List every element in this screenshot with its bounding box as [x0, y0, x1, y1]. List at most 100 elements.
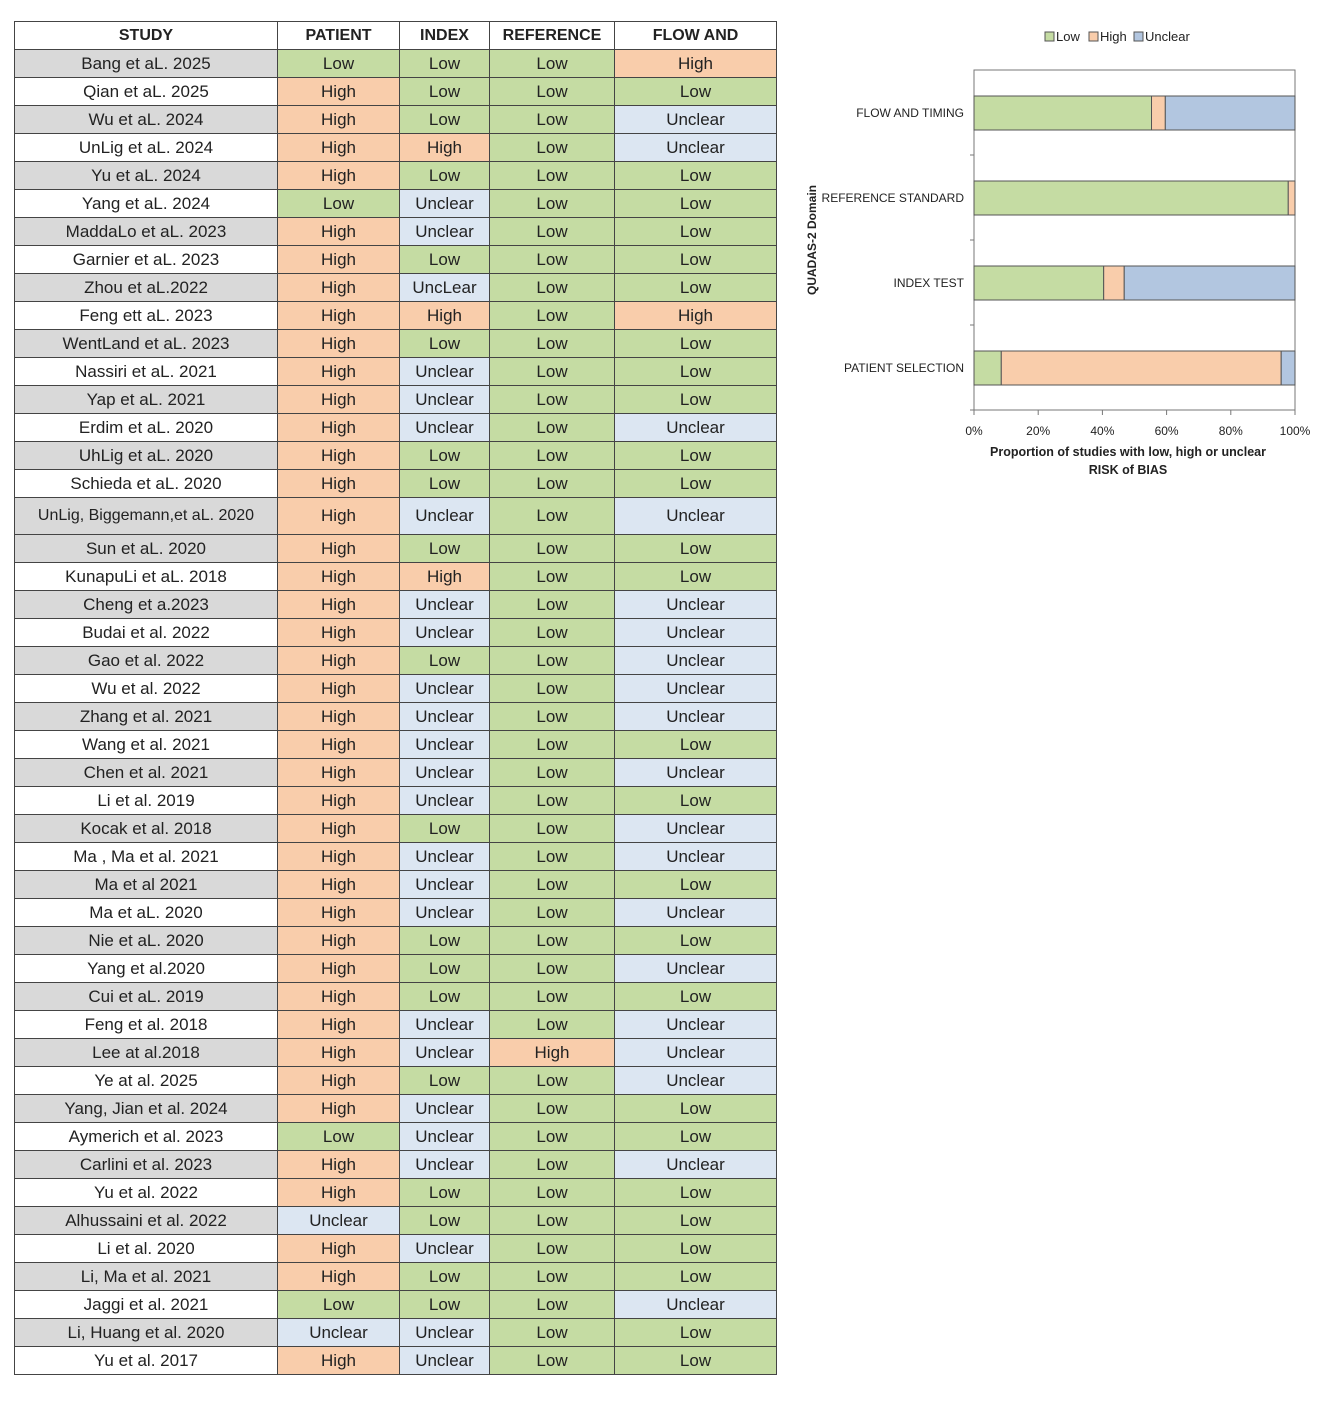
- index-cell: Unclear: [399, 385, 490, 414]
- table-row: Ma et al 2021 High Unclear Low Low: [14, 870, 777, 899]
- index-cell: Low: [399, 77, 490, 106]
- study-cell: Sun et aL. 2020: [14, 534, 278, 563]
- flow-cell: Low: [614, 469, 777, 498]
- reference-cell: Low: [489, 105, 615, 134]
- patient-cell: High: [277, 1094, 400, 1123]
- patient-cell: High: [277, 385, 400, 414]
- index-cell: Low: [399, 245, 490, 274]
- study-cell: WentLand et aL. 2023: [14, 329, 278, 358]
- table-header-row: STUDY PATIENT INDEX REFERENCE FLOW AND: [14, 21, 777, 50]
- study-cell: Li, Ma et al. 2021: [14, 1262, 278, 1291]
- index-cell: Low: [399, 441, 490, 470]
- study-cell: KunapuLi et aL. 2018: [14, 562, 278, 591]
- reference-cell: Low: [489, 646, 615, 675]
- header-reference: REFERENCE: [489, 21, 615, 50]
- flow-cell: Unclear: [614, 758, 777, 787]
- reference-cell: Low: [489, 301, 615, 330]
- flow-cell: Low: [614, 77, 777, 106]
- study-cell: Yu et al. 2022: [14, 1178, 278, 1207]
- header-flow: FLOW AND: [614, 21, 777, 50]
- patient-cell: High: [277, 1262, 400, 1291]
- reference-cell: Low: [489, 189, 615, 218]
- flow-cell: Low: [614, 1206, 777, 1235]
- index-cell: Unclear: [399, 1038, 490, 1067]
- patient-cell: High: [277, 329, 400, 358]
- reference-cell: Low: [489, 1010, 615, 1039]
- index-cell: UncLear: [399, 273, 490, 302]
- legend-high-swatch: [1088, 31, 1099, 42]
- x-tick-label: 0%: [965, 424, 983, 438]
- risk-of-bias-chart: Low High Unclear FLOW AND TIMING REFERENC…: [805, 29, 1311, 477]
- study-cell: Kocak et al. 2018: [14, 814, 278, 843]
- chart-bars: [970, 95, 1296, 411]
- y-axis-label: QUADAS-2 Domain: [805, 185, 819, 295]
- table-row: KunapuLi et aL. 2018 High High Low Low: [14, 562, 777, 591]
- index-cell: Unclear: [399, 189, 490, 218]
- study-cell: Ye at al. 2025: [14, 1066, 278, 1095]
- index-cell: Unclear: [399, 590, 490, 619]
- index-cell: Unclear: [399, 1122, 490, 1151]
- table-row: UnLig, Biggemann,et aL. 2020 High Unclear L…: [14, 497, 777, 535]
- index-cell: Unclear: [399, 1318, 490, 1347]
- bar-unclear-0: [1164, 95, 1296, 131]
- flow-cell: Low: [614, 161, 777, 190]
- table-row: Yu et al. 2022 High Low Low Low: [14, 1178, 777, 1207]
- flow-cell: Low: [614, 357, 777, 386]
- study-cell: Cheng et a.2023: [14, 590, 278, 619]
- study-cell: Schieda et aL. 2020: [14, 469, 278, 498]
- patient-cell: High: [277, 245, 400, 274]
- index-cell: Unclear: [399, 1234, 490, 1263]
- x-tick-label: 60%: [1155, 424, 1179, 438]
- table-row: Jaggi et al. 2021 Low Low Low Unclear: [14, 1290, 777, 1319]
- table-row: Li, Huang et al. 2020 Unclear Unclear Low Lo…: [14, 1318, 777, 1347]
- table-row: Erdim et aL. 2020 High Unclear Low Unclear: [14, 413, 777, 442]
- study-cell: Feng ett aL. 2023: [14, 301, 278, 330]
- flow-cell: Unclear: [614, 1290, 777, 1319]
- flow-cell: Unclear: [614, 646, 777, 675]
- bar-low-2: [973, 265, 1105, 301]
- study-cell: Ma et aL. 2020: [14, 898, 278, 927]
- table-row: Li et al. 2019 High Unclear Low Low: [14, 786, 777, 815]
- flow-cell: Unclear: [614, 1066, 777, 1095]
- table-row: Qian et aL. 2025 High Low Low Low: [14, 77, 777, 106]
- flow-cell: High: [614, 301, 777, 330]
- flow-cell: Unclear: [614, 814, 777, 843]
- patient-cell: Low: [277, 49, 400, 78]
- table-row: Lee at al.2018 High Unclear High Unclear: [14, 1038, 777, 1067]
- study-cell: Budai et al. 2022: [14, 618, 278, 647]
- index-cell: Unclear: [399, 1150, 490, 1179]
- flow-cell: Low: [614, 982, 777, 1011]
- bar-high-2: [1103, 265, 1125, 301]
- reference-cell: Low: [489, 1346, 615, 1375]
- index-cell: Low: [399, 1262, 490, 1291]
- category-labels: FLOW AND TIMING REFERENCE STANDARD INDEX T…: [822, 106, 965, 375]
- patient-cell: High: [277, 646, 400, 675]
- study-cell: Yang et aL. 2024: [14, 189, 278, 218]
- x-tick-label: 40%: [1090, 424, 1114, 438]
- table-row: Schieda et aL. 2020 High Low Low Low: [14, 469, 777, 498]
- patient-cell: High: [277, 758, 400, 787]
- patient-cell: High: [277, 562, 400, 591]
- reference-cell: High: [489, 1038, 615, 1067]
- index-cell: Low: [399, 814, 490, 843]
- patient-cell: High: [277, 105, 400, 134]
- header-index: INDEX: [399, 21, 490, 50]
- table-row: Nie et aL. 2020 High Low Low Low: [14, 926, 777, 955]
- patient-cell: High: [277, 954, 400, 983]
- table-row: Carlini et al. 2023 High Unclear Low Unclear: [14, 1150, 777, 1179]
- table-row: Gao et al. 2022 High Low Low Unclear: [14, 646, 777, 675]
- flow-cell: Low: [614, 1262, 777, 1291]
- flow-cell: Unclear: [614, 105, 777, 134]
- flow-cell: Unclear: [614, 1038, 777, 1067]
- patient-cell: High: [277, 133, 400, 162]
- flow-cell: Unclear: [614, 954, 777, 983]
- index-cell: Low: [399, 49, 490, 78]
- study-cell: Ma , Ma et al. 2021: [14, 842, 278, 871]
- flow-cell: Low: [614, 534, 777, 563]
- table-row: Bang et aL. 2025 Low Low Low High: [14, 49, 777, 78]
- index-cell: Unclear: [399, 618, 490, 647]
- reference-cell: Low: [489, 702, 615, 731]
- study-cell: UnLig et aL. 2024: [14, 133, 278, 162]
- reference-cell: Low: [489, 562, 615, 591]
- flow-cell: Low: [614, 1346, 777, 1375]
